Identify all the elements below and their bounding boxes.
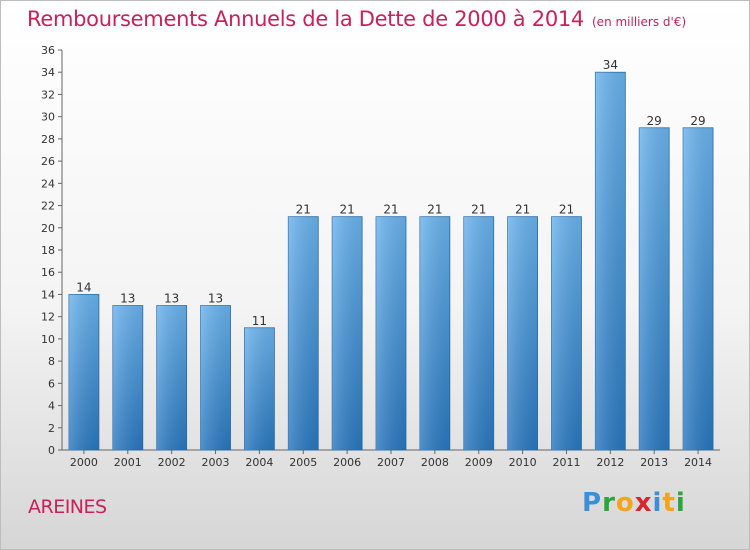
bars: [68, 71, 714, 451]
logo-letter: P: [582, 488, 603, 518]
x-tick-label: 2009: [465, 456, 493, 469]
bar-shade: [200, 305, 231, 450]
bar-value-label: 21: [383, 203, 398, 217]
bar-shade: [376, 216, 406, 450]
x-tick-label: 2010: [509, 456, 537, 469]
logo-letter: i: [675, 488, 686, 518]
x-tick-label: 2014: [684, 456, 712, 469]
bar-shade: [419, 216, 450, 450]
y-tick-label: 18: [41, 244, 55, 257]
labels: 2000 14 2001 13 2002 13 2003 13 2004 11 2005 21 2006…: [70, 58, 712, 469]
bar-value-label: 29: [647, 114, 662, 128]
y-tick-label: 28: [41, 133, 55, 146]
proxiti-logo: Proxiti: [582, 488, 686, 518]
x-tick-label: 2006: [333, 456, 361, 469]
bar-value-label: 21: [515, 203, 530, 217]
bar-value-label: 21: [471, 203, 486, 217]
y-tick-label: 0: [48, 444, 55, 457]
logo-letter: r: [602, 488, 616, 518]
y-tick-label: 6: [48, 377, 55, 390]
bar-value-label: 13: [120, 292, 135, 306]
bar-shade: [244, 327, 275, 450]
bar-shade: [68, 294, 99, 450]
x-tick-label: 2005: [289, 456, 317, 469]
logo-letter: x: [634, 488, 653, 518]
bar-value-label: 29: [690, 114, 705, 128]
bar-shade: [507, 216, 538, 450]
x-tick-label: 2000: [70, 456, 98, 469]
y-tick-label: 34: [41, 66, 55, 79]
bar-value-label: 13: [208, 292, 223, 306]
y-tick-label: 4: [48, 400, 55, 413]
bar-shade: [639, 127, 670, 451]
x-tick-label: 2004: [245, 456, 273, 469]
bar-value-label: 11: [252, 314, 267, 328]
chart-title-block: Remboursements Annuels de la Dette de 20…: [27, 7, 686, 31]
bar-shade: [463, 216, 494, 450]
y-tick-label: 32: [41, 88, 55, 101]
y-tick-label: 14: [41, 288, 55, 301]
chart-unit: (en milliers d'€): [592, 15, 687, 29]
bar-shade: [551, 216, 582, 450]
logo-letter: o: [615, 488, 635, 518]
x-tick-label: 2011: [552, 456, 580, 469]
bar-value-label: 34: [603, 58, 618, 72]
y-tick-label: 10: [41, 333, 55, 346]
bar-value-label: 21: [559, 203, 574, 217]
y-tick-label: 22: [41, 200, 55, 213]
y-tick-label: 30: [41, 111, 55, 124]
commune-name: AREINES: [28, 496, 107, 518]
bar-value-label: 21: [339, 203, 354, 217]
bar-shade: [683, 127, 714, 451]
y-tick-label: 2: [48, 422, 55, 435]
bar-value-label: 13: [164, 292, 179, 306]
bar-value-label: 21: [427, 203, 442, 217]
logo-letter: i: [652, 488, 663, 518]
y-tick-label: 24: [41, 177, 55, 190]
y-tick-label: 16: [41, 266, 55, 279]
x-tick-label: 2003: [202, 456, 230, 469]
x-tick-label: 2001: [114, 456, 142, 469]
x-tick-label: 2007: [377, 456, 405, 469]
bar-shade: [112, 305, 143, 450]
x-tick-label: 2012: [596, 456, 624, 469]
bar-value-label: 14: [76, 280, 91, 294]
bar-shade: [156, 305, 187, 450]
bar-shade: [595, 72, 626, 450]
logo-letter: t: [662, 488, 676, 518]
bar-value-label: 21: [296, 203, 311, 217]
x-tick-label: 2002: [158, 456, 186, 469]
y-tick-label: 20: [41, 222, 55, 235]
bar-shade: [288, 216, 319, 450]
y-tick-label: 8: [48, 355, 55, 368]
chart-title: Remboursements Annuels de la Dette de 20…: [27, 7, 584, 31]
y-tick-label: 36: [41, 44, 55, 57]
bar-shade: [332, 216, 363, 450]
y-tick-label: 26: [41, 155, 55, 168]
x-tick-label: 2008: [421, 456, 449, 469]
y-tick-label: 12: [41, 311, 55, 324]
x-tick-label: 2013: [640, 456, 668, 469]
